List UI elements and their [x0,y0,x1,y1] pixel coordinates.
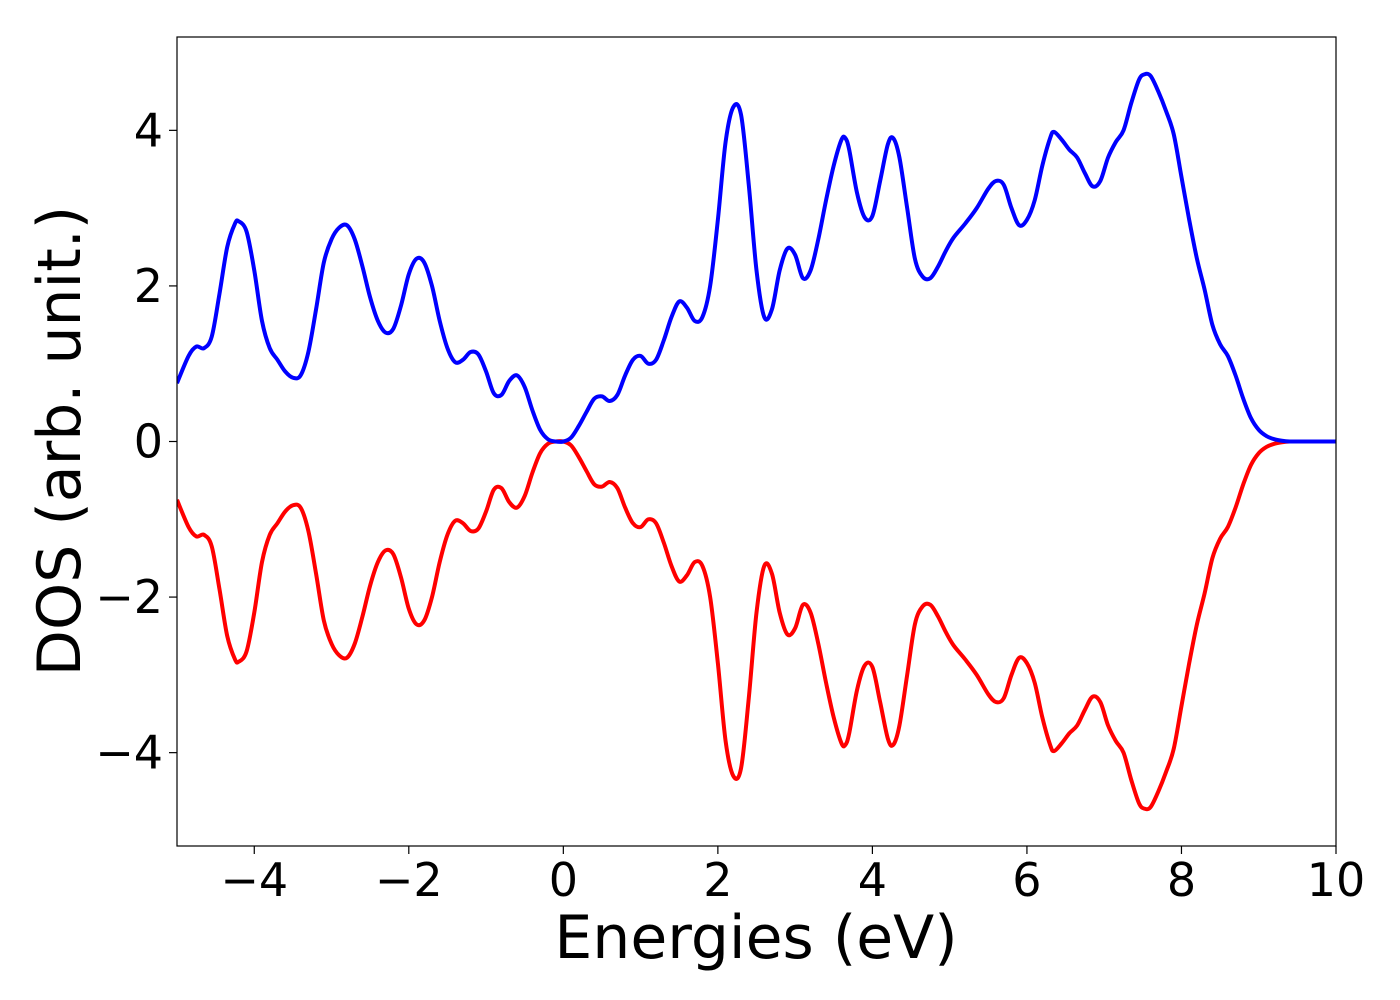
y-tick-label: −4 [95,726,163,780]
x-tick-label: 4 [858,853,887,907]
x-tick-label: 8 [1167,853,1196,907]
x-axis-label: Energies (eV) [554,903,957,973]
y-tick-label: 0 [134,415,163,469]
series-layer [177,71,1336,812]
series-line-1 [177,439,1336,812]
series-line-0 [177,71,1336,444]
plot-frame [176,36,1337,847]
y-tick-label: 4 [134,103,163,157]
x-tick-label: 0 [549,853,578,907]
x-tick-label: 2 [703,853,732,907]
y-axis-label: DOS (arb. unit.) [25,206,95,676]
plot-area [176,36,1337,847]
x-tick-label: −4 [220,853,288,907]
x-axis-ticks: −4 −2 0 2 4 6 8 10 [220,846,1365,907]
x-tick-label: 10 [1307,853,1366,907]
x-tick-label: 6 [1012,853,1041,907]
y-axis-ticks: −4 −2 0 2 4 [95,103,177,780]
x-tick-label: −2 [375,853,443,907]
y-tick-label: 2 [134,259,163,313]
y-tick-label: −2 [95,570,163,624]
